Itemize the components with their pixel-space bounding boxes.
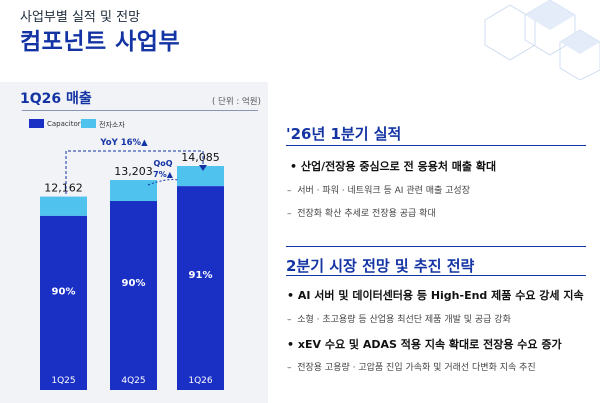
section-pretitle: 사업부별 실적 및 전망	[20, 10, 141, 25]
qoq-arrow	[147, 179, 179, 186]
section-title-2q-outlook: 2분기 시장 전망 및 추진 전략	[286, 257, 475, 275]
yoy-label: YoY 16%▲	[99, 138, 148, 148]
section-title-1q-results: '26년 1분기 실적	[286, 125, 402, 143]
page-title: 컴포넌트 사업부	[20, 29, 181, 55]
section-separator-1	[286, 145, 586, 146]
category-label-1Q26: 1Q26	[188, 376, 213, 386]
section-separator-2	[286, 246, 586, 247]
total-label-1Q25: 12,162	[44, 182, 83, 195]
yoy-bracket	[65, 150, 204, 194]
unit-label: ( 단위 : 억원)	[212, 97, 261, 107]
bar-segment-electronic-4Q25	[110, 180, 157, 202]
stacked-bar-chart: 12,16290%1Q2513,20390%4Q2514,08591%1Q26 …	[40, 138, 224, 390]
section-separator-3	[286, 275, 586, 276]
category-label-1Q25: 1Q25	[51, 376, 75, 386]
bullet-2q-ai-server: • AI 서버 및 데이터센터용 등 High-End 제품 수요 강세 지속	[287, 289, 584, 302]
qoq-label-line2: 7%▲	[153, 170, 174, 179]
decorative-pattern	[484, 0, 600, 80]
share-label-4Q25: 90%	[122, 278, 146, 289]
total-label-4Q25: 13,203	[114, 165, 153, 178]
chart-title-divider	[22, 110, 258, 111]
legend-swatch-capacitors	[29, 119, 44, 128]
chart-title: 1Q26 매출	[20, 91, 92, 107]
sub-1q-ai: – 서버 · 파워 · 네트워크 등 AI 관련 매출 고성장	[287, 186, 470, 196]
legend-swatch-electronic	[81, 119, 96, 128]
yoy-arrowhead	[199, 165, 207, 171]
bar-segment-electronic-1Q26	[177, 166, 224, 187]
qoq-label-line1: QoQ	[153, 159, 172, 168]
share-label-1Q25: 90%	[52, 286, 76, 297]
sub-2q-xev: – 전장용 고용량 · 고압품 진입 가속화 및 거래선 다변화 지속 추진	[287, 363, 536, 373]
bullet-2q-xev: • xEV 수요 및 ADAS 적용 지속 확대로 전장용 수요 증가	[287, 338, 562, 351]
bar-segment-capacitors-1Q26	[177, 186, 224, 390]
category-label-4Q25: 4Q25	[121, 376, 145, 386]
bar-segment-electronic-1Q25	[40, 196, 87, 216]
bullet-1q-main: • 산업/전장용 중심으로 전 응용처 매출 확대	[290, 160, 497, 173]
bar-segment-capacitors-4Q25	[110, 201, 157, 390]
legend-label-electronic: 전자소자	[99, 121, 125, 129]
sub-1q-auto: – 전장화 확산 추세로 전장용 공급 확대	[287, 209, 436, 219]
legend-label-capacitors: Capacitors	[47, 120, 85, 128]
total-label-1Q26: 14,085	[181, 151, 220, 164]
sub-2q-ai-server: – 소형 · 초고용량 등 산업용 최선단 제품 개발 및 공급 강화	[287, 315, 511, 325]
bar-segment-capacitors-1Q25	[40, 215, 87, 390]
share-label-1Q26: 91%	[189, 270, 213, 281]
